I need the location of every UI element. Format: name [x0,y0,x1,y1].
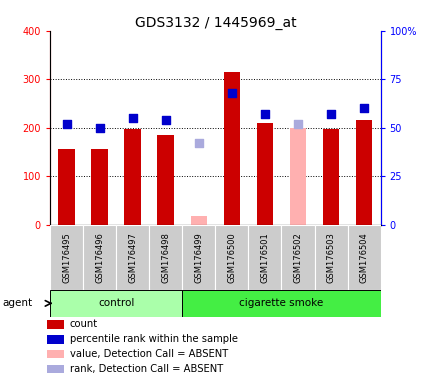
Bar [314,225,347,290]
Bar [91,149,108,225]
Point [129,115,136,121]
Text: agent: agent [2,298,32,308]
Bar [157,135,174,225]
Text: GSM176500: GSM176500 [227,232,236,283]
Text: GSM176504: GSM176504 [359,232,368,283]
Bar [190,216,207,225]
Text: cigarette smoke: cigarette smoke [239,298,323,308]
Bar [116,225,149,290]
Text: GSM176495: GSM176495 [62,232,71,283]
Point [63,121,70,127]
Bar [223,72,240,225]
Bar [83,225,116,290]
Bar [47,350,64,359]
Text: GSM176498: GSM176498 [161,232,170,283]
Bar [289,128,306,225]
Text: GSM176503: GSM176503 [326,232,335,283]
Point [162,117,169,123]
Bar [248,225,281,290]
Point [261,111,268,117]
Bar [281,225,314,290]
Bar [355,121,372,225]
Text: count: count [69,319,98,329]
Bar [47,364,64,373]
Text: GSM176496: GSM176496 [95,232,104,283]
Bar [47,335,64,344]
Text: value, Detection Call = ABSENT: value, Detection Call = ABSENT [69,349,227,359]
Bar [124,129,141,225]
Bar [256,123,273,225]
Text: GSM176501: GSM176501 [260,232,269,283]
Bar [182,225,215,290]
Bar [58,149,75,225]
Text: rank, Detection Call = ABSENT: rank, Detection Call = ABSENT [69,364,223,374]
Point [96,125,103,131]
Bar [347,225,380,290]
Point [228,90,235,96]
Point [327,111,334,117]
Title: GDS3132 / 1445969_at: GDS3132 / 1445969_at [134,16,296,30]
Bar [50,290,182,317]
Bar [47,320,64,329]
Text: GSM176499: GSM176499 [194,232,203,283]
Text: GSM176502: GSM176502 [293,232,302,283]
Point [360,105,367,111]
Bar [182,290,380,317]
Text: GSM176497: GSM176497 [128,232,137,283]
Bar [322,129,339,225]
Text: percentile rank within the sample: percentile rank within the sample [69,334,237,344]
Point [195,140,202,146]
Bar [149,225,182,290]
Bar [50,225,83,290]
Point [294,121,301,127]
Bar [215,225,248,290]
Text: control: control [98,298,134,308]
